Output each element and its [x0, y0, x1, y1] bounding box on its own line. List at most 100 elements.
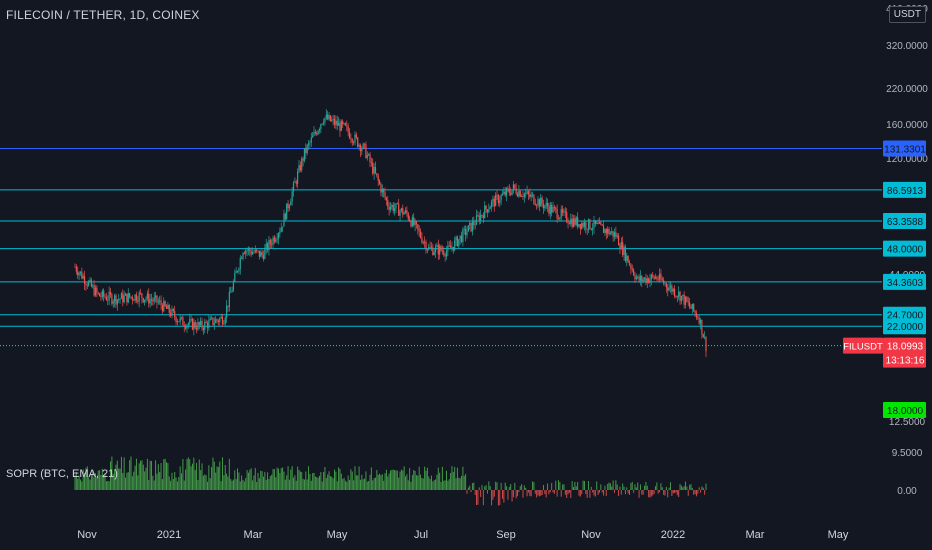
- candle: [168, 303, 170, 317]
- candle: [553, 204, 555, 212]
- sopr-bar: [253, 475, 255, 490]
- sopr-bar: [247, 472, 249, 490]
- sopr-bar: [185, 469, 187, 490]
- candle: [402, 204, 404, 218]
- candle: [467, 225, 469, 232]
- sopr-bar: [212, 457, 214, 490]
- candle: [407, 212, 409, 222]
- sopr-bar: [291, 466, 293, 490]
- sopr-bar: [618, 490, 620, 497]
- sopr-bar: [500, 482, 502, 490]
- sopr-bar: [437, 467, 439, 490]
- sopr-bar: [373, 478, 375, 490]
- sopr-bar: [99, 470, 101, 490]
- symbol-badge: FILUSDT: [843, 337, 883, 354]
- candle: [526, 185, 528, 195]
- candle: [454, 236, 456, 252]
- candle: [174, 305, 176, 321]
- sopr-bar: [682, 487, 684, 490]
- sopr-bar: [362, 479, 364, 490]
- sopr-bar: [278, 468, 280, 490]
- sopr-bar: [603, 490, 605, 496]
- sopr-bar: [467, 487, 469, 490]
- sopr-bar: [521, 484, 523, 490]
- candle: [660, 269, 662, 282]
- sopr-bar: [695, 490, 697, 497]
- sopr-bar: [120, 456, 122, 490]
- sopr-bar: [450, 473, 452, 490]
- candle: [351, 138, 353, 147]
- candle: [200, 317, 202, 327]
- sopr-bar: [396, 470, 398, 490]
- candle: [511, 189, 513, 196]
- sopr-bar: [654, 486, 656, 490]
- candle: [497, 193, 499, 207]
- sopr-bar: [577, 481, 579, 490]
- candle: [705, 336, 707, 358]
- sopr-bar: [231, 480, 233, 490]
- candle: [210, 315, 213, 320]
- sopr-bar: [260, 470, 262, 490]
- candle: [176, 319, 179, 326]
- sopr-bar: [295, 480, 297, 490]
- sopr-bar: [310, 480, 312, 490]
- sopr-bar: [220, 481, 222, 490]
- candle: [224, 315, 226, 327]
- currency-selector[interactable]: USDT: [888, 6, 926, 23]
- sopr-bar: [642, 490, 644, 495]
- sopr-bar: [553, 490, 555, 494]
- candle: [194, 319, 196, 330]
- sopr-bar: [461, 475, 463, 490]
- sopr-bar: [287, 466, 289, 490]
- price-tick-label: 12.5000: [889, 417, 926, 428]
- sopr-bar: [249, 469, 251, 490]
- sopr-bar: [627, 490, 629, 494]
- sopr-bar: [398, 477, 400, 490]
- candle: [590, 227, 592, 231]
- candle: [579, 223, 581, 235]
- sopr-bar: [689, 484, 691, 490]
- candle: [643, 277, 646, 282]
- indicator-label[interactable]: SOPR (BTC, EMA, 21): [6, 468, 118, 480]
- candle: [307, 139, 310, 151]
- sopr-bar: [364, 478, 366, 490]
- sopr-bar: [191, 463, 193, 490]
- candle: [549, 201, 551, 220]
- candle: [83, 270, 86, 291]
- candle: [365, 141, 367, 159]
- candle: [348, 127, 351, 140]
- candle: [628, 259, 631, 267]
- candle: [443, 246, 445, 257]
- sopr-bar: [570, 490, 572, 498]
- sopr-bar: [321, 481, 323, 490]
- sopr-bar: [585, 490, 587, 495]
- candle: [665, 282, 667, 293]
- sopr-bar: [135, 458, 137, 490]
- sopr-bar: [271, 474, 273, 490]
- sopr-bar: [552, 490, 554, 493]
- sopr-bar: [79, 479, 81, 490]
- sopr-bar: [77, 478, 79, 490]
- sopr-bar: [384, 473, 386, 490]
- candle: [582, 220, 584, 229]
- candle: [291, 187, 293, 206]
- sopr-bar: [381, 474, 383, 490]
- sopr-bar: [245, 478, 247, 490]
- sopr-bar: [123, 457, 125, 490]
- sopr-bar: [657, 490, 659, 494]
- candle: [594, 220, 596, 227]
- candle: [223, 320, 225, 325]
- sopr-bar: [589, 490, 591, 498]
- sopr-bar: [142, 464, 144, 490]
- sopr-bar: [671, 490, 673, 497]
- sopr-bar: [104, 473, 106, 490]
- sopr-bar: [622, 483, 624, 490]
- candle: [545, 197, 547, 210]
- candle: [253, 249, 255, 254]
- sopr-bar: [514, 482, 516, 490]
- candle: [370, 157, 372, 167]
- sopr-bar: [268, 478, 270, 490]
- candle: [648, 277, 650, 284]
- candle: [112, 299, 114, 308]
